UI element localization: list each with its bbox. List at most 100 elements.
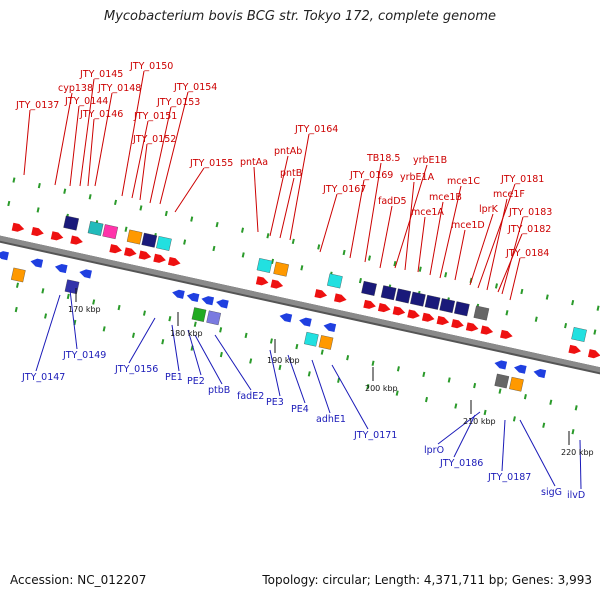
label-leader-line (79, 78, 95, 187)
gene-label-top: JTY_0184 (505, 248, 549, 259)
gene-tick-mark (88, 194, 92, 200)
label-leader-line (174, 167, 205, 213)
label-leader-line (439, 185, 462, 279)
gene-label-top: JTY_0146 (79, 109, 123, 120)
gene-tick-mark (418, 266, 422, 272)
label-leader-line (509, 257, 521, 301)
reverse-gene-arrow-shape (172, 289, 185, 299)
label-leader-line (289, 133, 310, 241)
forward-gene-arrow-shape (587, 349, 600, 359)
forward-gene-arrow-shape (138, 250, 152, 260)
gene-label-bottom: JTY_0149 (62, 350, 106, 361)
gene-tick-mark (291, 238, 295, 245)
scale-tick-label: 200 kbp (365, 384, 398, 393)
gene-block-shape (410, 291, 426, 307)
reverse-gene-arrow (54, 264, 68, 274)
gene-block-shape (126, 229, 143, 245)
forward-gene-arrow (270, 279, 284, 289)
gene-tick-mark (534, 316, 538, 322)
label-leader-line (287, 354, 306, 404)
forward-gene-arrow (255, 276, 269, 286)
gene-label-top: mce1B (429, 192, 462, 203)
gene-label-bottom: fadE2 (237, 391, 264, 402)
reverse-gene-arrow (0, 251, 9, 261)
gene-block (473, 305, 490, 321)
gene-tick-mark (266, 233, 270, 239)
label-leader-line (149, 106, 172, 204)
gene-block-shape (318, 335, 334, 350)
reverse-gene-arrow-shape (186, 292, 200, 303)
gene-tick-mark (447, 377, 451, 383)
gene-label-bottom: PE2 (187, 376, 205, 387)
label-leader-line (159, 91, 189, 205)
forward-gene-arrow-shape (70, 235, 83, 245)
label-leader-line (171, 324, 180, 372)
gene-label-top: mce1C (447, 176, 480, 187)
label-leader-line (501, 419, 506, 472)
label-leader-line (394, 164, 428, 269)
label-leader-line (417, 216, 426, 273)
gene-tick-mark (139, 205, 143, 211)
gene-block (571, 327, 587, 342)
reverse-gene-arrow-shape (514, 364, 527, 374)
reverse-gene-arrow (494, 360, 508, 370)
reverse-gene-arrow-shape (533, 368, 547, 379)
gene-tick-mark (124, 226, 128, 232)
gene-label-bottom: lprO (424, 445, 444, 456)
forward-gene-arrow (31, 226, 44, 237)
label-leader-line (279, 177, 295, 239)
gene-block (318, 335, 334, 350)
gene-tick-mark (424, 396, 429, 403)
gene-block (304, 331, 319, 347)
reverse-gene-arrow-shape (54, 264, 68, 274)
gene-tick-mark (240, 227, 245, 233)
gene-tick-mark (7, 200, 11, 207)
label-leader-line (194, 334, 223, 385)
label-leader-line (311, 359, 331, 414)
gene-tick-mark (593, 329, 597, 335)
gene-tick-mark (396, 366, 400, 372)
gene-tick-mark (545, 294, 549, 300)
forward-gene-arrow-shape (392, 306, 406, 316)
gene-tick-mark (571, 299, 575, 306)
label-leader-line (94, 92, 113, 187)
forward-gene-arrow-shape (480, 325, 494, 335)
forward-gene-arrow-shape (124, 247, 137, 257)
gene-tick-mark (114, 199, 118, 206)
gene-tick-mark (44, 313, 48, 319)
gene-label-top: JTY_0183 (508, 207, 552, 218)
forward-gene-arrow (436, 315, 450, 326)
gene-tick-mark (295, 343, 299, 350)
label-leader-line (477, 183, 516, 289)
gene-tick-mark (219, 351, 223, 358)
forward-gene-arrow (407, 309, 420, 319)
forward-gene-arrow-shape (377, 303, 391, 313)
gene-block (206, 310, 221, 326)
gene-tick-mark (41, 288, 45, 294)
gene-tick-mark (190, 216, 194, 222)
gene-label-top: JTY_0150 (129, 61, 173, 72)
forward-gene-arrow (50, 231, 64, 241)
forward-gene-arrow-shape (255, 276, 269, 286)
label-leader-line (379, 205, 393, 269)
forward-gene-arrow (153, 253, 166, 263)
gene-label-top: JTY_0144 (64, 96, 108, 107)
gene-block-shape (494, 373, 510, 389)
gene-block-shape (327, 273, 343, 289)
gene-label-top: pntAa (240, 157, 268, 168)
gene-tick-mark (454, 403, 458, 409)
gene-label-top: cyp138 (58, 83, 93, 94)
gene-label-top: JTY_0152 (132, 134, 176, 145)
gene-tick-mark (241, 252, 245, 258)
label-leader-line (87, 118, 95, 187)
gene-block (327, 273, 343, 289)
gene-block (454, 301, 470, 317)
gene-label-bottom: PE3 (266, 397, 284, 408)
gene-tick-mark (483, 409, 487, 416)
gene-tick-mark (244, 332, 248, 339)
label-leader-line (501, 216, 524, 295)
gene-label-top: fadD5 (378, 196, 407, 207)
gene-tick-mark (512, 416, 516, 422)
gene-block (87, 221, 104, 236)
label-leader-line (349, 179, 365, 259)
